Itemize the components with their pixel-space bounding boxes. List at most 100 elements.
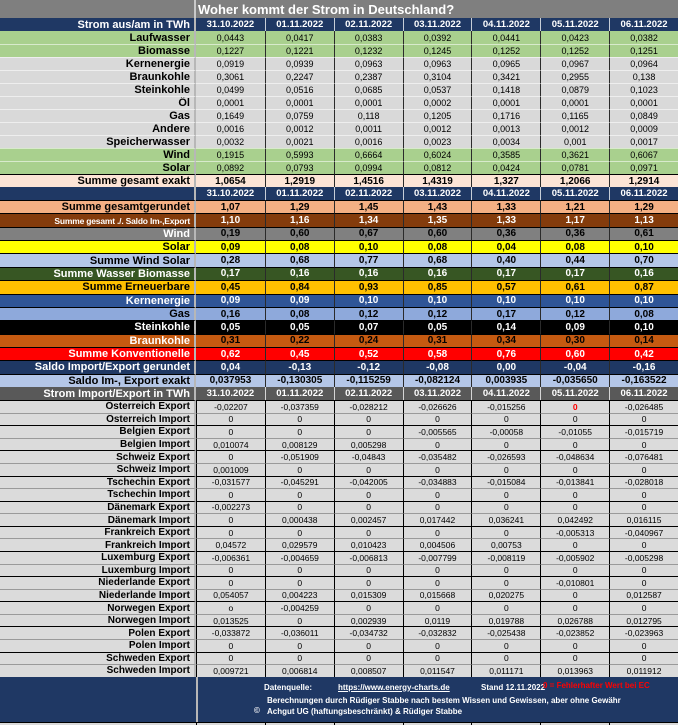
table-cell[interactable]: 0,0001 (540, 96, 610, 109)
table-cell[interactable]: 0,0382 (609, 31, 678, 44)
date-header-cell[interactable]: 04.11.2022 (471, 187, 540, 200)
table-cell[interactable]: 0 (609, 576, 678, 589)
table-cell[interactable]: 0 (609, 601, 678, 614)
table-cell[interactable]: 0 (264, 525, 334, 539)
date-header-cell[interactable]: 01.11.2022 (264, 187, 334, 200)
table-cell[interactable]: 0,08 (540, 240, 610, 254)
table-cell[interactable]: 0 (540, 488, 610, 501)
table-cell[interactable]: 0,85 (402, 280, 472, 294)
table-cell[interactable]: 0,10 (540, 293, 610, 307)
table-cell[interactable]: 0 (196, 488, 265, 501)
table-cell[interactable]: 0,0012 (402, 122, 472, 135)
table-cell[interactable]: -0,004259 (264, 601, 334, 614)
table-cell[interactable]: 1,4516 (333, 174, 403, 187)
table-cell[interactable]: 0,0032 (196, 135, 265, 148)
date-header-cell[interactable]: 03.11.2022 (402, 18, 472, 31)
table-cell[interactable]: 0,005298 (333, 437, 403, 451)
table-cell[interactable]: 0,16 (333, 266, 403, 281)
table-cell[interactable]: 0,0009 (609, 122, 678, 135)
table-cell[interactable]: -0,026593 (471, 450, 541, 463)
table-cell[interactable]: 0,0939 (264, 57, 334, 70)
table-cell[interactable]: 0 (333, 462, 403, 476)
table-cell[interactable]: 0,1251 (609, 44, 678, 57)
table-cell[interactable]: 0,3421 (471, 70, 541, 83)
date-header-cell[interactable]: 31.10.2022 (206, 19, 255, 30)
table-cell[interactable]: 0,0383 (333, 31, 403, 44)
row-label[interactable]: Belgien Import (0, 437, 196, 451)
table-cell[interactable]: 0 (471, 601, 541, 614)
table-cell[interactable]: -0,015719 (609, 425, 678, 438)
table-cell[interactable]: -0,130305 (264, 373, 334, 388)
row-label[interactable]: Gas (0, 109, 196, 122)
table-cell[interactable]: 0,40 (471, 253, 541, 267)
table-cell[interactable]: 0,76 (471, 346, 541, 361)
row-label[interactable]: Saldo Import/Export gerundet (0, 360, 196, 374)
table-cell[interactable]: 0,09 (196, 240, 265, 253)
table-cell[interactable]: 0,0017 (609, 135, 678, 148)
table-cell[interactable]: 0 (402, 639, 472, 652)
table-cell[interactable]: 0,008129 (264, 437, 334, 451)
table-cell[interactable]: 0,0971 (609, 161, 678, 174)
table-cell[interactable]: 0,1221 (264, 44, 334, 57)
table-cell[interactable]: 0,016115 (609, 513, 678, 526)
table-cell[interactable]: 0 (402, 437, 472, 451)
row-label[interactable]: Solar (0, 240, 196, 254)
table-cell[interactable]: 0 (471, 462, 541, 476)
table-cell[interactable]: 0 (609, 651, 678, 665)
table-cell[interactable]: 0,0392 (402, 31, 472, 44)
table-cell[interactable]: 0,011171 (471, 664, 541, 677)
table-cell[interactable]: 0,0002 (402, 96, 472, 109)
table-cell[interactable]: 0,008507 (333, 664, 403, 677)
table-cell[interactable]: 0,0016 (196, 122, 265, 135)
table-cell[interactable]: 0,0424 (471, 161, 541, 174)
table-cell[interactable]: -0,13 (264, 360, 334, 374)
table-cell[interactable]: -0,040967 (609, 525, 678, 539)
table-cell[interactable]: 0,5993 (264, 148, 334, 161)
date-header-cell[interactable]: 06.11.2022 (609, 187, 678, 200)
row-label[interactable]: Schweden Import (0, 664, 196, 677)
table-cell[interactable]: 0,30 (540, 333, 610, 347)
table-cell[interactable]: 1,33 (471, 213, 541, 227)
table-cell[interactable]: 0,1252 (540, 44, 610, 57)
table-cell[interactable]: -0,031577 (196, 475, 265, 489)
table-cell[interactable]: 0,17 (471, 266, 541, 281)
table-cell[interactable]: -0,034732 (333, 626, 403, 640)
table-cell[interactable]: 0,026788 (540, 613, 610, 627)
table-cell[interactable]: 0,22 (264, 333, 334, 347)
table-cell[interactable]: 0,054057 (196, 588, 265, 602)
table-cell[interactable]: 0,09 (196, 293, 265, 307)
table-cell[interactable]: 0,0963 (402, 57, 472, 70)
table-cell[interactable]: 0,84 (264, 280, 334, 294)
table-cell[interactable]: 0,00753 (471, 538, 541, 551)
table-cell[interactable]: 0,0001 (196, 96, 265, 109)
table-cell[interactable]: 0 (264, 613, 334, 627)
date-header-cell[interactable]: 04.11.2022 (471, 387, 540, 401)
table-cell[interactable]: 0,0417 (264, 31, 334, 44)
table-cell[interactable]: 0,16 (196, 306, 265, 320)
row-label[interactable]: Belgien Export (0, 425, 196, 438)
table-cell[interactable]: 0,3621 (540, 148, 610, 161)
table-cell[interactable]: 0,0016 (333, 135, 403, 148)
table-cell[interactable]: 0 (264, 576, 334, 589)
table-cell[interactable]: 0,0849 (609, 109, 678, 122)
table-cell[interactable]: 0 (540, 588, 610, 602)
table-cell[interactable]: 0 (196, 525, 265, 539)
table-cell[interactable]: 0,0034 (471, 135, 541, 148)
table-cell[interactable]: 0,04 (471, 240, 541, 254)
table-cell[interactable]: 1,21 (540, 200, 610, 214)
table-cell[interactable]: 1,43 (402, 200, 472, 214)
table-cell[interactable]: 0,3585 (471, 148, 541, 161)
row-label[interactable]: Speicherwasser (0, 135, 196, 148)
table-cell[interactable]: 0,2955 (540, 70, 610, 83)
table-cell[interactable]: 0,68 (264, 253, 334, 267)
table-cell[interactable]: 0,1649 (196, 109, 265, 122)
table-cell[interactable]: 0 (196, 425, 265, 438)
row-label[interactable]: Summe gesamt ./. Saldo Im-,Export (0, 213, 196, 227)
table-cell[interactable]: -0,013841 (540, 475, 610, 489)
row-label[interactable]: Öl (0, 96, 196, 109)
table-cell[interactable]: 0,012587 (609, 588, 678, 602)
table-cell[interactable]: 0 (402, 563, 472, 577)
table-cell[interactable]: 0,011547 (402, 664, 472, 677)
table-cell[interactable]: -0,02207 (196, 400, 265, 413)
table-cell[interactable]: 1,13 (609, 213, 678, 227)
